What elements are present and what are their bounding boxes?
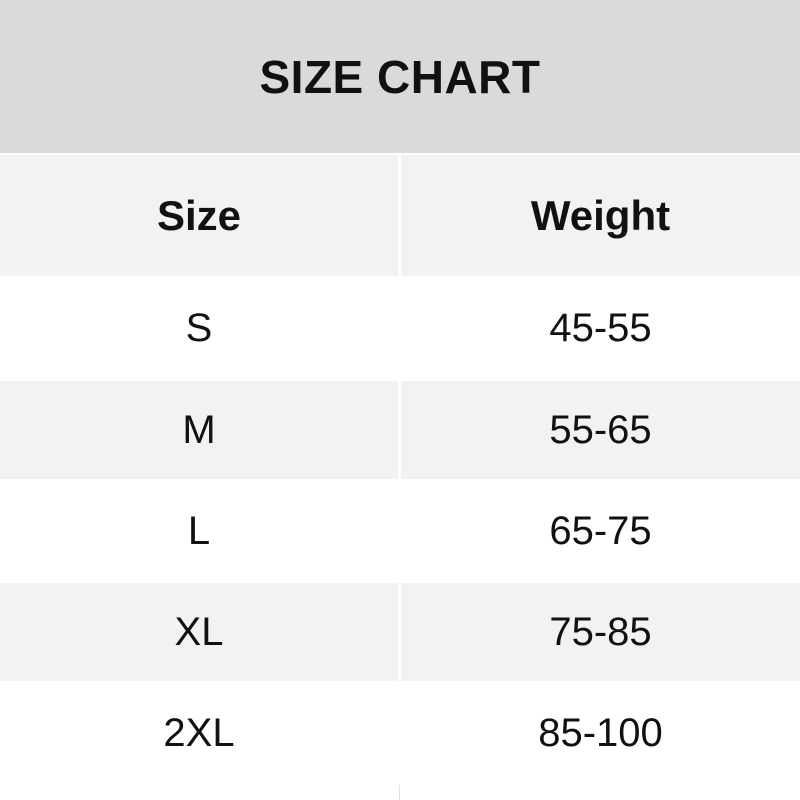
size-chart-title: SIZE CHART	[0, 0, 800, 153]
weight-cell: 55-65	[401, 381, 800, 479]
header-weight: Weight	[401, 155, 800, 276]
weight-cell: 85-100	[538, 711, 663, 755]
column-divider	[399, 785, 400, 800]
size-cell: S	[185, 306, 213, 350]
size-cell: XL	[0, 583, 398, 681]
table-row: 2XL 85-100	[0, 682, 800, 785]
table-header-row: Size Weight	[0, 155, 800, 276]
size-cell: 2XL	[163, 711, 235, 755]
table-row: XL 75-85	[0, 583, 800, 681]
table-row: M 55-65	[0, 381, 800, 479]
size-cell: M	[0, 381, 398, 479]
weight-cell: 65-75	[549, 508, 652, 553]
weight-cell: 75-85	[401, 583, 800, 681]
weight-cell: 45-55	[549, 306, 652, 350]
size-cell: L	[187, 508, 211, 553]
header-size: Size	[0, 155, 398, 276]
table-row: L 65-75	[0, 480, 800, 582]
table-row: S 45-55	[0, 277, 800, 380]
